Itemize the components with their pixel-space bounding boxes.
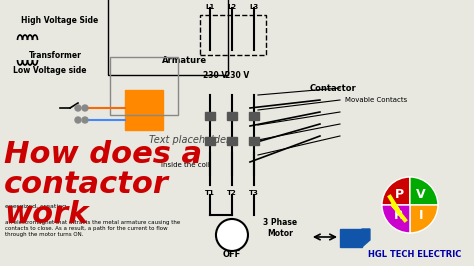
Bar	[205, 112, 215, 120]
Bar	[227, 112, 237, 120]
Text: V: V	[416, 188, 426, 201]
Text: High Voltage Side: High Voltage Side	[21, 15, 99, 24]
Text: work: work	[4, 201, 88, 230]
Circle shape	[216, 219, 248, 251]
Text: Armature: Armature	[163, 56, 208, 65]
Wedge shape	[410, 177, 438, 205]
Text: OFF: OFF	[223, 251, 241, 259]
Text: Contactor: Contactor	[310, 84, 357, 93]
Text: T1: T1	[205, 190, 215, 196]
Text: 230 V: 230 V	[203, 70, 227, 80]
Circle shape	[75, 105, 81, 111]
Text: Low Voltage side: Low Voltage side	[13, 65, 87, 74]
Text: 230 V: 230 V	[225, 70, 249, 80]
Bar	[200, 15, 266, 55]
Circle shape	[75, 117, 81, 123]
Text: I: I	[419, 209, 423, 222]
Text: inside the coil: inside the coil	[161, 162, 210, 168]
Text: an electromagnet that attracts the metal armature causing the
contacts to close.: an electromagnet that attracts the metal…	[5, 220, 180, 236]
Polygon shape	[362, 229, 370, 247]
Bar	[205, 137, 215, 145]
Text: L3: L3	[249, 4, 259, 10]
Bar	[108, 0, 228, 75]
Text: energized, creating: energized, creating	[5, 205, 66, 210]
Text: How does a: How does a	[4, 140, 202, 169]
Text: R: R	[394, 209, 404, 222]
Bar	[249, 112, 259, 120]
Text: L1: L1	[205, 4, 215, 10]
Bar	[340, 229, 362, 247]
Text: 3 Phase
Motor: 3 Phase Motor	[263, 218, 297, 238]
Wedge shape	[382, 177, 410, 205]
Text: T3: T3	[249, 190, 259, 196]
Text: L2: L2	[228, 4, 237, 10]
Text: Text placeholder: Text placeholder	[149, 135, 230, 145]
Text: HGL TECH ELECTRIC: HGL TECH ELECTRIC	[368, 251, 462, 259]
Bar	[227, 137, 237, 145]
Text: Movable Contacts: Movable Contacts	[345, 97, 407, 103]
Bar	[110, 57, 178, 115]
Wedge shape	[410, 205, 438, 233]
Bar	[249, 137, 259, 145]
Wedge shape	[382, 205, 410, 233]
Text: contactor: contactor	[4, 171, 169, 200]
Circle shape	[82, 117, 88, 123]
Text: Transformer: Transformer	[28, 51, 82, 60]
Text: P: P	[394, 188, 404, 201]
Text: T2: T2	[227, 190, 237, 196]
Circle shape	[82, 105, 88, 111]
Bar	[125, 90, 163, 130]
